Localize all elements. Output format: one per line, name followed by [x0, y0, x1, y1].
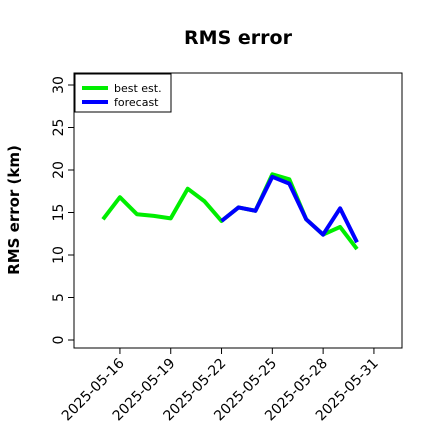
legend-box	[74, 73, 172, 113]
plot-frame	[73, 72, 403, 349]
y-tick-label: 30	[51, 76, 67, 94]
y-tick-label: 5	[51, 293, 67, 302]
y-tick-label: 10	[51, 246, 67, 264]
y-tick-label: 15	[51, 204, 67, 222]
y-tick-label: 25	[51, 119, 67, 137]
series-lines	[101, 172, 359, 251]
legend-label-best-est: best est.	[114, 82, 162, 95]
legend: best est. forecast	[74, 73, 172, 113]
y-axis: 0 5 10 15 20 25 30	[51, 76, 74, 344]
y-tick-label: 0	[51, 336, 67, 345]
y-tick-label: 20	[51, 161, 67, 179]
y-axis-label: RMS error (km)	[5, 145, 23, 275]
legend-label-forecast: forecast	[114, 96, 159, 109]
x-axis: 2025-05-162025-05-192025-05-222025-05-25…	[59, 348, 382, 424]
series-line-forecast	[220, 174, 359, 244]
chart-title: RMS error	[184, 27, 293, 49]
